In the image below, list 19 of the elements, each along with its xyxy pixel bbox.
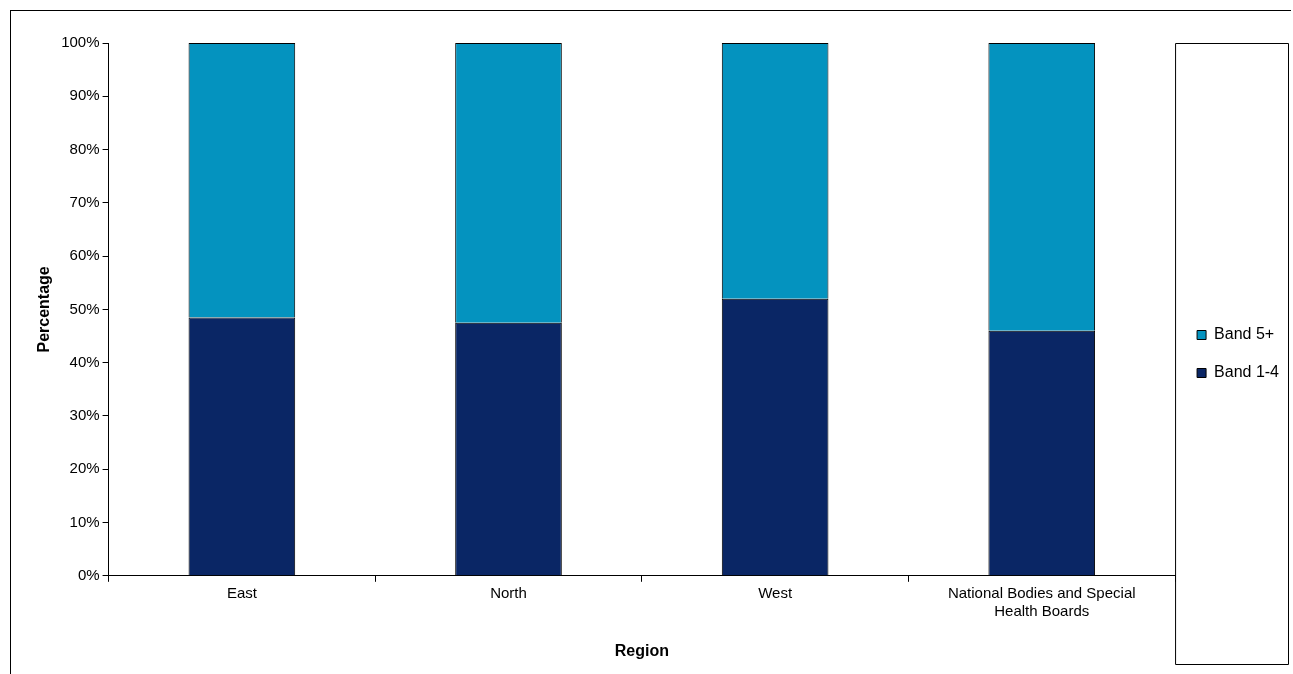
y-tick-label: 60% [69,246,100,264]
legend-label: Band 5+ [1214,325,1275,343]
y-tick-label: 10% [69,512,100,530]
x-tick-label: National Bodies and Special Health Boards [947,583,1136,619]
y-tick-label: 90% [69,86,100,104]
legend-label: Band 1-4 [1214,363,1280,381]
y-tick-label: 80% [69,139,100,157]
x-tick-label: North [490,583,527,601]
y-tick-label: 50% [69,299,100,317]
y-tick-label: 70% [69,192,100,210]
y-tick-label: 20% [69,459,100,477]
x-tick-label: East [226,583,258,601]
x-axis-title: Region [614,641,669,659]
y-tick-label: 100% [61,33,100,51]
y-axis-title: Percentage [35,266,53,353]
y-tick-label: 40% [69,352,100,370]
y-tick-label: 0% [77,565,100,583]
y-tick-label: 30% [69,406,100,424]
x-tick-label: West [758,583,793,601]
